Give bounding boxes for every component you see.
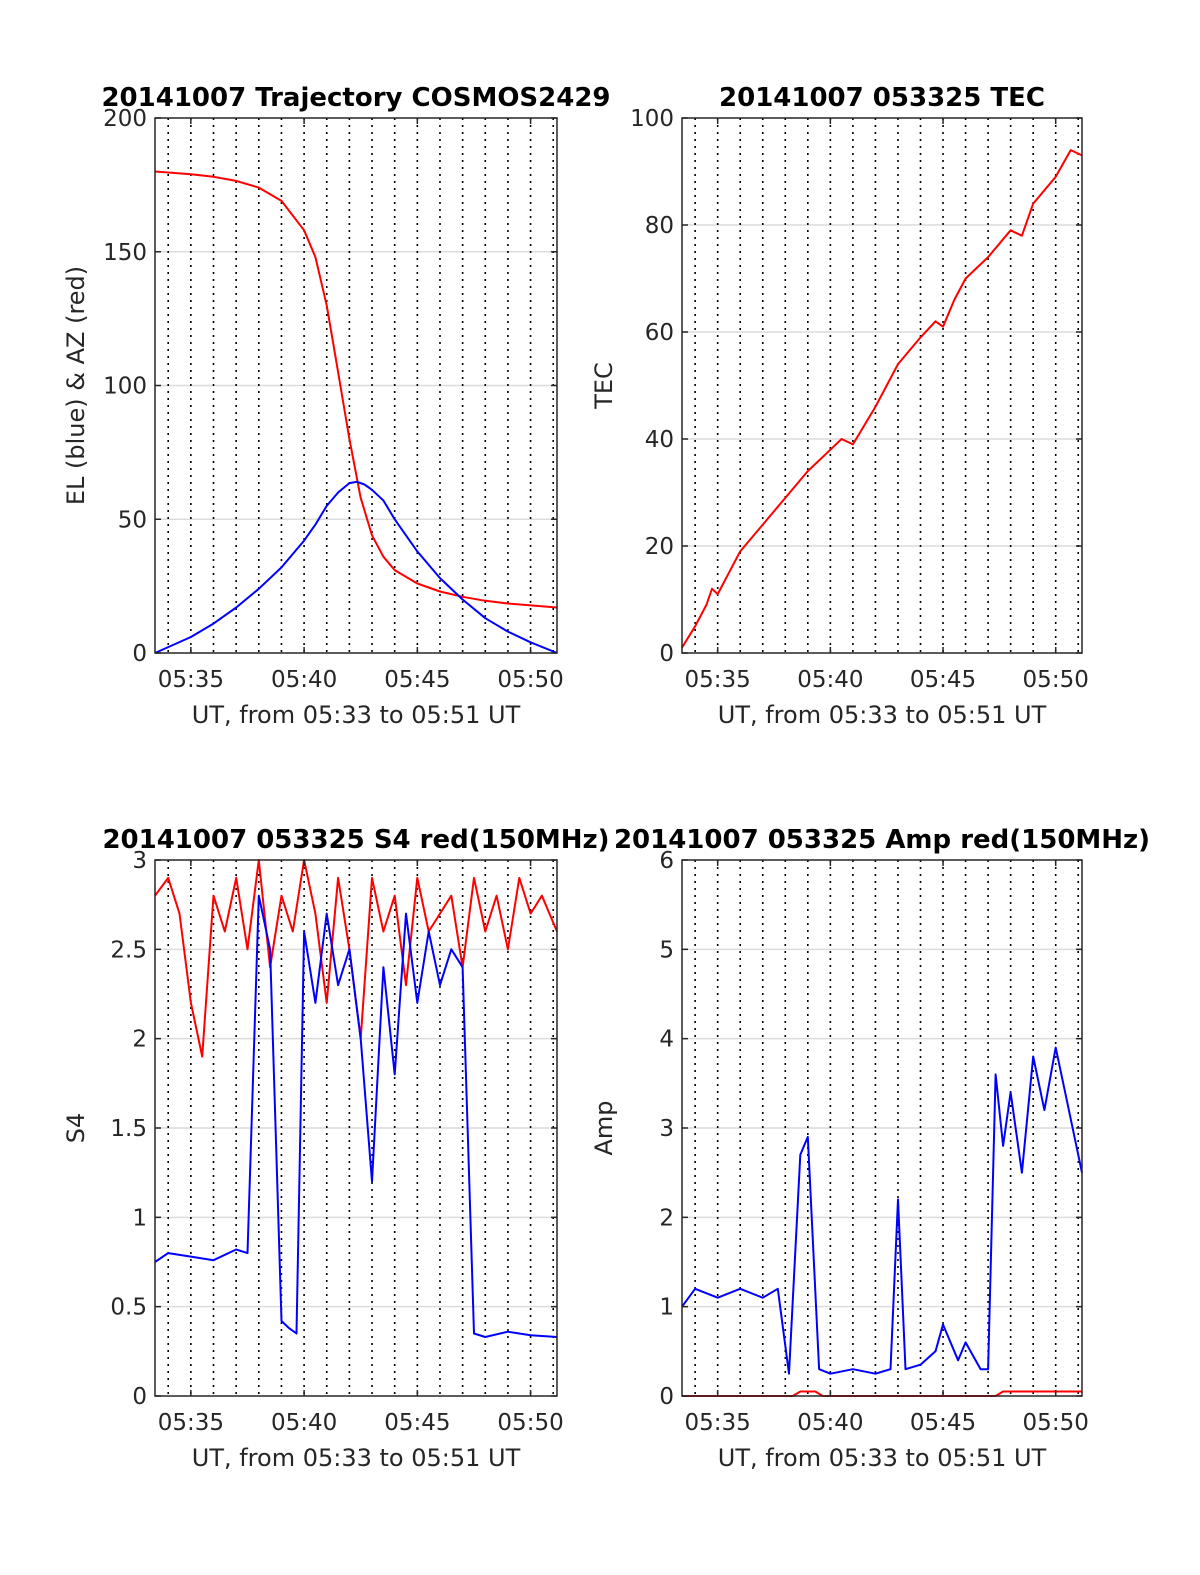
amp-title: 20141007 053325 Amp red(150MHz) bbox=[614, 825, 1150, 855]
trajectory-ylabel: EL (blue) & AZ (red) bbox=[62, 266, 90, 505]
amp-series-1-line bbox=[681, 1046, 1083, 1375]
s4-ytick-label: 0.5 bbox=[110, 1295, 147, 1321]
amp-xtick-label: 05:40 bbox=[797, 1410, 863, 1436]
amp-xtick-label: 05:45 bbox=[910, 1410, 976, 1436]
trajectory-xtick-label: 05:50 bbox=[497, 667, 563, 693]
trajectory-ytick-label: 200 bbox=[103, 106, 147, 132]
trajectory-ytick-label: 100 bbox=[103, 374, 147, 400]
s4-xtick-label: 05:45 bbox=[384, 1410, 450, 1436]
amp-ytick-label: 5 bbox=[659, 937, 674, 963]
trajectory-ytick-label: 0 bbox=[132, 641, 147, 667]
tec-axes-box bbox=[681, 117, 1083, 654]
tec-ytick-label: 100 bbox=[630, 106, 674, 132]
amp-ytick-label: 6 bbox=[659, 848, 674, 874]
s4-ytick-label: 3 bbox=[132, 848, 147, 874]
s4-xlabel: UT, from 05:33 to 05:51 UT bbox=[192, 1444, 521, 1472]
tec-chart: 0 20 40 60 80 100 05:35 05:40 05:45 05:50 20141007… bbox=[590, 83, 1089, 729]
amp-chart: 0 1 2 3 4 5 6 05:35 05:40 05:45 05:50 20141007 0533… bbox=[590, 825, 1150, 1472]
trajectory-xtick-label: 05:40 bbox=[271, 667, 337, 693]
amp-ytick-label: 3 bbox=[659, 1116, 674, 1142]
tec-xtick-label: 05:40 bbox=[797, 667, 863, 693]
s4-xtick-label: 05:35 bbox=[158, 1410, 224, 1436]
tec-xtick-label: 05:50 bbox=[1023, 667, 1089, 693]
trajectory-ytick-label: 150 bbox=[103, 240, 147, 266]
s4-ylabel: S4 bbox=[62, 1113, 90, 1144]
s4-xtick-label: 05:40 bbox=[271, 1410, 337, 1436]
s4-ytick-label: 0 bbox=[132, 1384, 147, 1410]
tec-ytick-label: 20 bbox=[645, 534, 674, 560]
trajectory-series-1-line bbox=[154, 170, 558, 609]
tec-plot-area bbox=[682, 118, 1082, 653]
tec-ytick-label: 80 bbox=[645, 213, 674, 239]
s4-ytick-label: 2.5 bbox=[110, 937, 147, 963]
trajectory-chart: 0 50 100 150 200 05:35 05:40 05:45 05:50 20141007… bbox=[62, 83, 611, 729]
tec-series-1-line bbox=[681, 149, 1083, 649]
s4-xtick-label: 05:50 bbox=[497, 1410, 563, 1436]
trajectory-xtick-label: 05:35 bbox=[158, 667, 224, 693]
amp-ytick-label: 4 bbox=[659, 1027, 674, 1053]
tec-ylabel: TEC bbox=[590, 362, 618, 410]
amp-xtick-label: 05:35 bbox=[685, 1410, 751, 1436]
tec-xtick-label: 05:45 bbox=[910, 667, 976, 693]
amp-ytick-label: 0 bbox=[659, 1384, 674, 1410]
tec-ytick-label: 40 bbox=[645, 427, 674, 453]
amp-xtick-label: 05:50 bbox=[1023, 1410, 1089, 1436]
trajectory-ytick-label: 50 bbox=[118, 507, 147, 533]
s4-series-2-line bbox=[154, 894, 558, 1338]
tec-title: 20141007 053325 TEC bbox=[719, 83, 1045, 113]
amp-ylabel: Amp bbox=[590, 1100, 618, 1155]
amp-ytick-label: 1 bbox=[659, 1295, 674, 1321]
trajectory-xtick-label: 05:45 bbox=[384, 667, 450, 693]
tec-ytick-label: 60 bbox=[645, 320, 674, 346]
amp-ytick-label: 2 bbox=[659, 1205, 674, 1231]
s4-ytick-label: 1 bbox=[132, 1205, 147, 1231]
trajectory-series-2-line bbox=[154, 480, 558, 654]
tec-ytick-label: 0 bbox=[659, 641, 674, 667]
s4-ytick-label: 2 bbox=[132, 1027, 147, 1053]
trajectory-title: 20141007 Trajectory COSMOS2429 bbox=[101, 83, 610, 113]
trajectory-xlabel: UT, from 05:33 to 05:51 UT bbox=[192, 701, 521, 729]
s4-chart: 0 0.5 1 1.5 2 2.5 3 05:35 05:40 05:45 05:50 2014100… bbox=[62, 825, 610, 1472]
tec-xtick-label: 05:35 bbox=[685, 667, 751, 693]
s4-ytick-label: 1.5 bbox=[110, 1116, 147, 1142]
s4-title: 20141007 053325 S4 red(150MHz) bbox=[102, 825, 609, 855]
amp-xlabel: UT, from 05:33 to 05:51 UT bbox=[718, 1444, 1047, 1472]
tec-xlabel: UT, from 05:33 to 05:51 UT bbox=[718, 701, 1047, 729]
